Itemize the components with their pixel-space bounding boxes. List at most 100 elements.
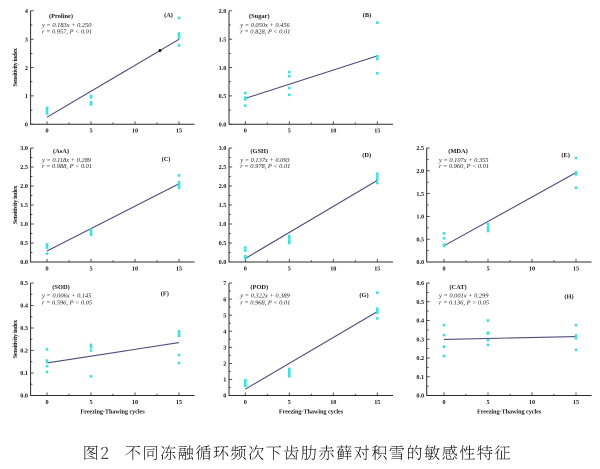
- svg-text:0.5: 0.5: [416, 236, 424, 243]
- svg-text:y = 0.183x + 0.250: y = 0.183x + 0.250: [41, 22, 92, 29]
- svg-text:y = 0.137x + 0.093: y = 0.137x + 0.093: [239, 157, 289, 164]
- svg-text:10: 10: [132, 399, 138, 406]
- svg-text:2.0: 2.0: [20, 183, 28, 190]
- svg-text:0: 0: [442, 265, 445, 272]
- svg-text:1.0: 1.0: [219, 221, 227, 228]
- svg-text:1.0: 1.0: [416, 214, 424, 221]
- svg-text:2.0: 2.0: [219, 8, 227, 15]
- svg-text:10: 10: [529, 265, 535, 272]
- svg-text:(G): (G): [359, 292, 368, 299]
- svg-text:15: 15: [176, 265, 182, 272]
- svg-text:0.5: 0.5: [219, 240, 227, 247]
- svg-text:0: 0: [244, 265, 247, 272]
- svg-text:(F): (F): [161, 290, 169, 297]
- svg-text:3.0: 3.0: [219, 145, 227, 152]
- svg-text:0: 0: [45, 128, 48, 135]
- svg-text:Sensitivity index: Sensitivity index: [12, 319, 19, 358]
- svg-text:(SOD): (SOD): [52, 284, 69, 291]
- svg-text:0.6: 0.6: [416, 280, 424, 287]
- svg-text:0: 0: [45, 399, 48, 406]
- svg-text:15: 15: [374, 399, 380, 406]
- svg-text:10: 10: [330, 399, 336, 406]
- svg-text:1.0: 1.0: [219, 65, 227, 72]
- svg-text:2.0: 2.0: [219, 183, 227, 190]
- svg-text:(H): (H): [564, 294, 573, 301]
- svg-text:(Sugar): (Sugar): [249, 13, 270, 20]
- svg-text:5: 5: [486, 399, 489, 406]
- svg-text:0.1: 0.1: [20, 370, 28, 377]
- svg-text:y = 0.001x + 0.299: y = 0.001x + 0.299: [438, 293, 489, 300]
- svg-text:Freezing-Thawing cycles: Freezing-Thawing cycles: [80, 408, 145, 415]
- svg-text:(AsA): (AsA): [53, 148, 69, 155]
- svg-text:(A): (A): [164, 12, 173, 19]
- svg-text:0: 0: [223, 393, 226, 400]
- svg-text:0: 0: [244, 128, 247, 135]
- svg-text:r = 0.957, P < 0.01: r = 0.957, P < 0.01: [42, 29, 92, 36]
- svg-text:2.5: 2.5: [416, 145, 424, 152]
- svg-text:0.5: 0.5: [219, 93, 227, 100]
- svg-text:(Proline): (Proline): [49, 13, 73, 20]
- svg-text:y = 0.118x + 0.289: y = 0.118x + 0.289: [41, 157, 92, 164]
- svg-text:0.1: 0.1: [416, 374, 424, 381]
- svg-text:15: 15: [374, 128, 380, 135]
- svg-text:10: 10: [330, 265, 336, 272]
- svg-text:0.4: 0.4: [416, 318, 424, 325]
- svg-text:(C): (C): [162, 156, 171, 163]
- svg-text:y = 0.006x + 0.145: y = 0.006x + 0.145: [41, 293, 91, 300]
- svg-text:Sensitivity index: Sensitivity index: [12, 185, 19, 224]
- svg-text:10: 10: [330, 128, 336, 135]
- svg-text:0: 0: [45, 265, 48, 272]
- svg-text:0: 0: [442, 399, 445, 406]
- svg-text:1: 1: [223, 377, 226, 384]
- svg-text:(B): (B): [363, 12, 372, 19]
- svg-text:y = 0.050x + 0.456: y = 0.050x + 0.456: [239, 22, 290, 29]
- svg-text:0.2: 0.2: [416, 355, 424, 362]
- svg-text:5: 5: [288, 265, 291, 272]
- svg-text:4: 4: [223, 328, 226, 335]
- svg-text:5: 5: [89, 128, 92, 135]
- svg-text:(POD): (POD): [250, 284, 268, 291]
- svg-text:0.3: 0.3: [416, 336, 424, 343]
- svg-text:(E): (E): [561, 152, 570, 159]
- svg-text:r = 0.596, P < 0.05: r = 0.596, P < 0.05: [42, 300, 92, 307]
- svg-text:r = 0.960, P < 0.01: r = 0.960, P < 0.01: [439, 163, 489, 170]
- svg-text:15: 15: [176, 399, 182, 406]
- svg-text:0.0: 0.0: [219, 259, 227, 266]
- svg-text:1.5: 1.5: [20, 202, 28, 209]
- svg-text:15: 15: [176, 128, 182, 135]
- svg-text:Freezing-Thawing cycles: Freezing-Thawing cycles: [477, 408, 542, 415]
- svg-text:6: 6: [223, 296, 226, 303]
- svg-text:r = 0.828, P < 0.01: r = 0.828, P < 0.01: [240, 29, 290, 36]
- svg-text:4: 4: [25, 8, 28, 15]
- svg-text:(GSH): (GSH): [250, 148, 268, 155]
- svg-text:0.5: 0.5: [416, 299, 424, 306]
- svg-text:1.0: 1.0: [20, 221, 28, 228]
- svg-text:2.5: 2.5: [219, 164, 227, 171]
- svg-text:Freezing-Thawing cycles: Freezing-Thawing cycles: [279, 408, 344, 415]
- svg-text:y = 0.107x + 0.355: y = 0.107x + 0.355: [438, 157, 488, 164]
- svg-text:0.0: 0.0: [20, 259, 28, 266]
- svg-text:y = 0.322x + 0.389: y = 0.322x + 0.389: [239, 293, 290, 300]
- svg-text:r = 0.988, P < 0.01: r = 0.988, P < 0.01: [42, 163, 92, 170]
- svg-text:0.0: 0.0: [219, 122, 227, 129]
- svg-text:(CAT): (CAT): [449, 284, 466, 291]
- svg-text:5: 5: [89, 399, 92, 406]
- svg-text:3: 3: [25, 36, 28, 43]
- svg-text:2.5: 2.5: [20, 164, 28, 171]
- svg-text:1.5: 1.5: [219, 202, 227, 209]
- svg-text:10: 10: [132, 128, 138, 135]
- svg-text:0.4: 0.4: [20, 303, 28, 310]
- svg-text:1.5: 1.5: [219, 36, 227, 43]
- svg-text:2.0: 2.0: [416, 168, 424, 175]
- svg-text:15: 15: [573, 265, 579, 272]
- svg-text:7: 7: [223, 280, 226, 287]
- svg-text:r = 0.136, P > 0.05: r = 0.136, P > 0.05: [439, 300, 489, 307]
- svg-text:0.0: 0.0: [20, 393, 28, 400]
- svg-text:3.0: 3.0: [20, 145, 28, 152]
- svg-text:0.5: 0.5: [20, 280, 28, 287]
- svg-text:1.5: 1.5: [416, 191, 424, 198]
- svg-text:0.0: 0.0: [416, 393, 424, 400]
- svg-text:2: 2: [223, 361, 226, 368]
- svg-text:5: 5: [288, 399, 291, 406]
- svg-text:0: 0: [25, 122, 28, 129]
